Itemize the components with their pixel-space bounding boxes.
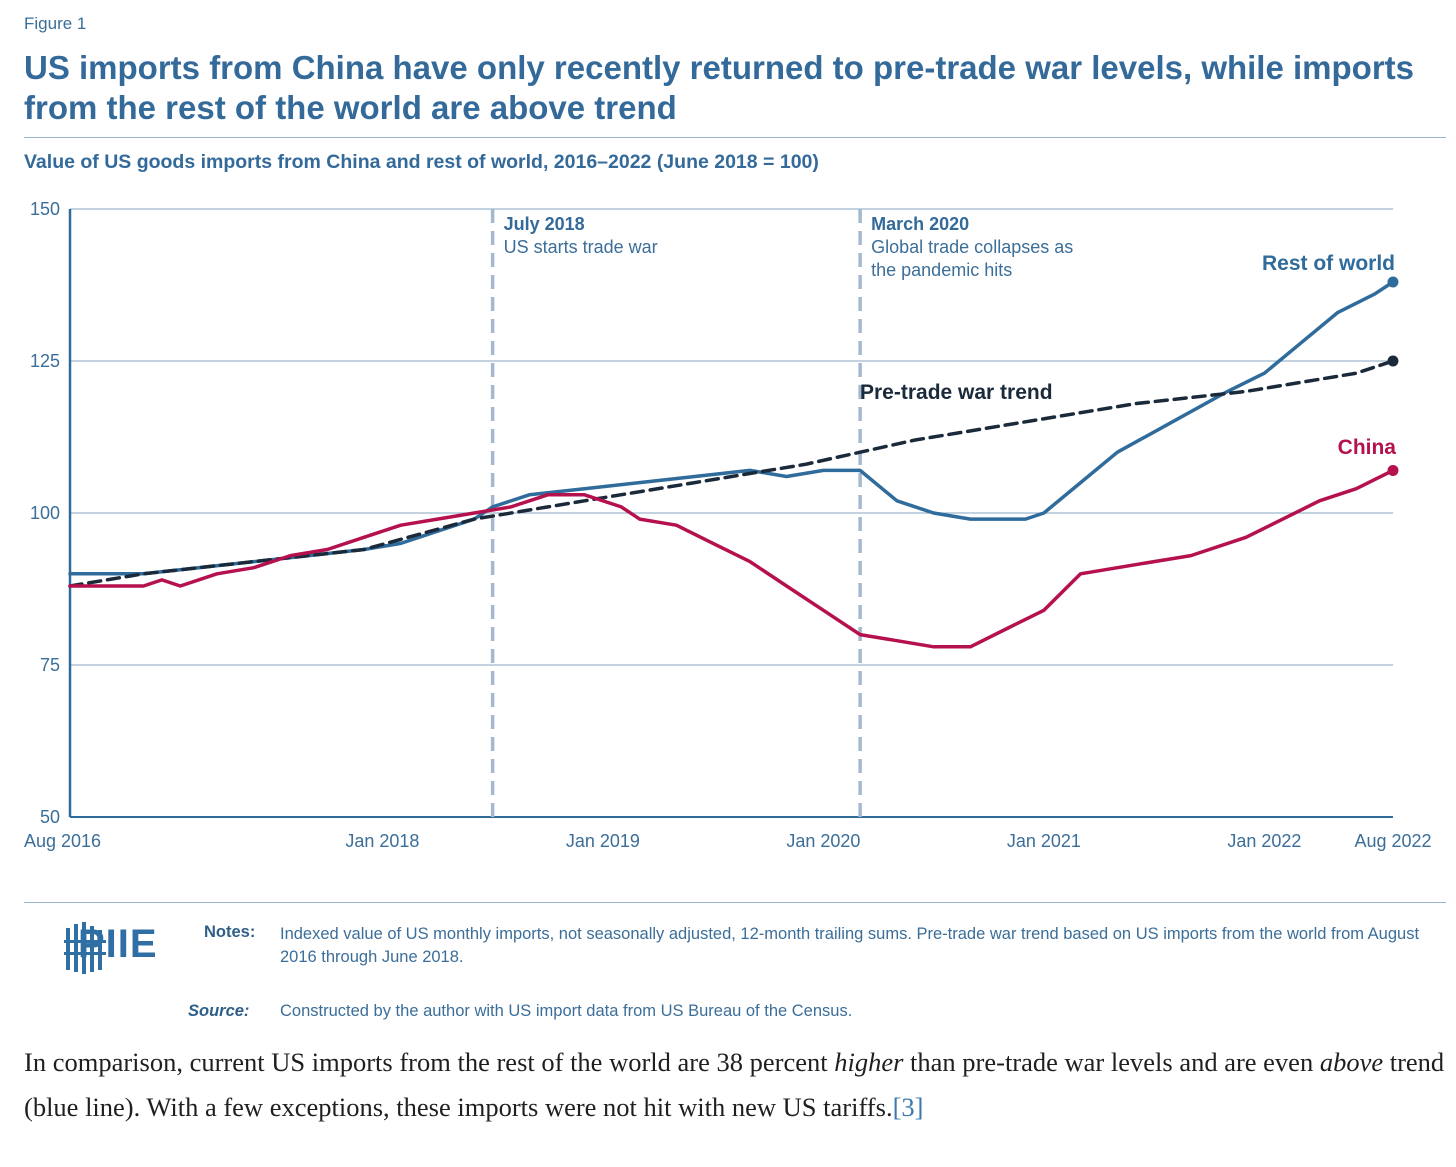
annotation-title: March 2020	[871, 214, 969, 234]
emphasis-above: above	[1319, 1047, 1384, 1077]
chart-gridlines	[68, 208, 1393, 818]
y-tick-label: 125	[30, 351, 60, 371]
series-line	[68, 468, 1395, 649]
paragraph-text: than pre-trade war levels and are even	[903, 1047, 1320, 1077]
annotation-text: Global trade collapses as	[871, 237, 1073, 257]
chart-labels: 150 125 100 75 50 Aug 2016 Jan 2018 Jan 2019 Jan…	[24, 199, 1432, 851]
x-tick-label: Aug 2016	[24, 831, 101, 851]
x-tick-label: Jan 2019	[566, 831, 640, 851]
chart-series	[68, 276, 1399, 649]
annotation-text: the pandemic hits	[871, 260, 1012, 280]
logo-text: PIIE	[78, 922, 158, 966]
annotation-title: July 2018	[504, 214, 585, 234]
source-text: Constructed by the author with US import…	[280, 1002, 853, 1020]
series-endpoint	[1387, 276, 1399, 288]
series-label: China	[1338, 436, 1397, 459]
notes-label: Notes:	[204, 923, 256, 941]
series-line	[68, 280, 1395, 576]
source-label: Source:	[188, 1002, 250, 1020]
title-divider	[24, 137, 1446, 138]
footnote-link[interactable]: [3]	[892, 1092, 924, 1122]
y-tick-label: 150	[30, 199, 60, 219]
chart-subtitle: Value of US goods imports from China and…	[24, 151, 819, 173]
y-tick-label: 50	[40, 807, 60, 827]
article-paragraph: In comparison, current US imports from t…	[24, 1040, 1446, 1130]
y-tick-label: 100	[30, 503, 60, 523]
x-tick-label: Jan 2022	[1227, 831, 1301, 851]
x-tick-label: Jan 2020	[786, 831, 860, 851]
y-tick-label: 75	[40, 655, 60, 675]
x-tick-label: Jan 2021	[1007, 831, 1081, 851]
annotation-text: US starts trade war	[504, 237, 658, 257]
figure-label: Figure 1	[24, 14, 87, 33]
series-line	[68, 359, 1395, 588]
series-label: Rest of world	[1262, 252, 1395, 275]
series-endpoint	[1387, 355, 1399, 367]
paragraph-text: trend (blue line). With a few exceptions…	[24, 1047, 1445, 1122]
notes-text: Indexed value of US monthly imports, not…	[280, 925, 1420, 966]
annotation-lines	[490, 209, 862, 817]
x-tick-label: Jan 2018	[345, 831, 419, 851]
piie-logo-icon	[64, 922, 106, 974]
series-endpoint	[1387, 464, 1399, 476]
series-label: Pre-trade war trend	[860, 381, 1053, 404]
chart-title: US imports from China have only recently…	[24, 49, 1415, 126]
notes-divider	[24, 902, 1446, 903]
x-tick-label: Aug 2022	[1354, 831, 1431, 851]
emphasis-higher: higher	[834, 1047, 904, 1077]
paragraph-text: In comparison, current US imports from t…	[24, 1047, 835, 1077]
line-chart: 150 125 100 75 50 Aug 2016 Jan 2018 Jan 2019 Jan…	[24, 199, 1432, 851]
